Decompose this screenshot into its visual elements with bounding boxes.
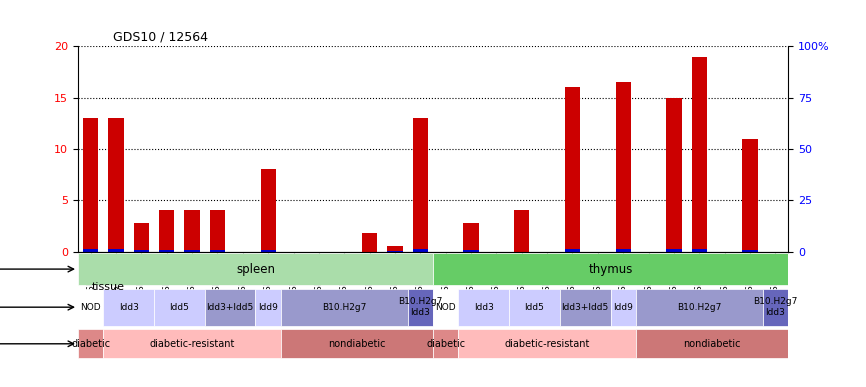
- Text: diabetic-resistant: diabetic-resistant: [504, 339, 590, 349]
- Bar: [83, 250, 98, 252]
- Bar: [387, 251, 403, 252]
- Bar: [362, 233, 378, 252]
- FancyBboxPatch shape: [433, 289, 458, 325]
- Bar: [184, 211, 200, 252]
- Bar: [108, 118, 124, 252]
- FancyBboxPatch shape: [509, 289, 559, 325]
- Text: thymus: thymus: [588, 263, 633, 276]
- Bar: [565, 250, 580, 252]
- FancyBboxPatch shape: [763, 289, 788, 325]
- Bar: [387, 247, 403, 252]
- Bar: [463, 223, 479, 252]
- Bar: [159, 211, 174, 252]
- Text: B10.H2g7
Idd3: B10.H2g7 Idd3: [753, 298, 798, 317]
- Bar: [413, 118, 428, 252]
- Bar: [616, 82, 630, 252]
- Bar: [666, 250, 682, 252]
- FancyBboxPatch shape: [78, 289, 103, 325]
- Bar: [692, 57, 707, 252]
- Bar: [83, 118, 98, 252]
- FancyBboxPatch shape: [611, 289, 636, 325]
- Bar: [210, 211, 225, 252]
- Bar: [210, 250, 225, 252]
- Text: B10.H2g7: B10.H2g7: [322, 303, 366, 312]
- FancyBboxPatch shape: [408, 289, 433, 325]
- FancyBboxPatch shape: [281, 289, 408, 325]
- FancyBboxPatch shape: [103, 289, 154, 325]
- Bar: [565, 87, 580, 252]
- Text: diabetic-resistant: diabetic-resistant: [149, 339, 235, 349]
- FancyBboxPatch shape: [636, 329, 788, 358]
- FancyBboxPatch shape: [433, 253, 788, 285]
- Bar: [413, 250, 428, 252]
- Text: tissue: tissue: [92, 282, 126, 292]
- FancyBboxPatch shape: [204, 289, 255, 325]
- FancyBboxPatch shape: [559, 289, 611, 325]
- Text: Idd3+Idd5: Idd3+Idd5: [206, 303, 254, 312]
- Bar: [261, 170, 275, 252]
- Bar: [742, 250, 758, 252]
- Text: nondiabetic: nondiabetic: [683, 339, 740, 349]
- Text: NOD: NOD: [81, 303, 101, 312]
- Bar: [261, 250, 275, 252]
- Text: Idd5: Idd5: [170, 303, 190, 312]
- Bar: [692, 250, 707, 252]
- Bar: [108, 250, 124, 252]
- FancyBboxPatch shape: [103, 329, 281, 358]
- FancyBboxPatch shape: [458, 289, 509, 325]
- Bar: [184, 250, 200, 252]
- Text: Idd9: Idd9: [613, 303, 633, 312]
- FancyBboxPatch shape: [154, 289, 204, 325]
- Text: spleen: spleen: [236, 263, 275, 276]
- Text: Idd3: Idd3: [119, 303, 139, 312]
- Text: Idd9: Idd9: [258, 303, 278, 312]
- FancyBboxPatch shape: [78, 329, 103, 358]
- Text: B10.H2g7
Idd3: B10.H2g7 Idd3: [398, 298, 443, 317]
- Text: B10.H2g7: B10.H2g7: [677, 303, 721, 312]
- Text: Idd3: Idd3: [474, 303, 494, 312]
- FancyBboxPatch shape: [458, 329, 636, 358]
- Bar: [133, 223, 149, 252]
- Text: GDS10 / 12564: GDS10 / 12564: [113, 31, 208, 44]
- Text: Idd3+Idd5: Idd3+Idd5: [561, 303, 609, 312]
- Bar: [463, 250, 479, 252]
- Bar: [666, 98, 682, 252]
- Bar: [514, 211, 529, 252]
- FancyBboxPatch shape: [281, 329, 433, 358]
- FancyBboxPatch shape: [636, 289, 763, 325]
- Bar: [616, 250, 630, 252]
- FancyBboxPatch shape: [433, 329, 458, 358]
- Text: nondiabetic: nondiabetic: [328, 339, 385, 349]
- Text: diabetic: diabetic: [426, 339, 465, 349]
- Bar: [742, 139, 758, 252]
- FancyBboxPatch shape: [78, 253, 433, 285]
- Bar: [133, 250, 149, 252]
- Bar: [159, 250, 174, 252]
- Text: diabetic: diabetic: [71, 339, 110, 349]
- FancyBboxPatch shape: [255, 289, 281, 325]
- Text: NOD: NOD: [436, 303, 456, 312]
- Text: Idd5: Idd5: [525, 303, 545, 312]
